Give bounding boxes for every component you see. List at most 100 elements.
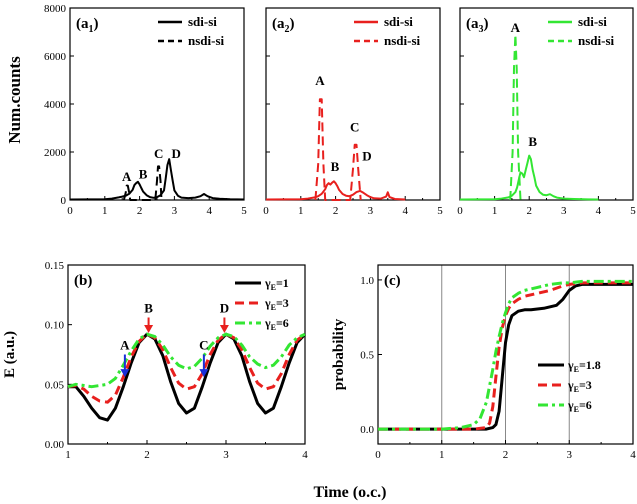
a2-legend-label-0: sdi-si	[384, 14, 413, 29]
b-arrow-label-1: B	[144, 301, 153, 316]
c-legend-label-sub-0: E	[574, 365, 579, 374]
c-legend-label-2: γE=6	[567, 398, 592, 414]
a2-xtick-label-0: 0	[263, 205, 269, 217]
b-xtick-label-2: 3	[223, 449, 229, 461]
b-legend-label-rest-2: =6	[276, 316, 289, 330]
a1-legend-label-0: sdi-si	[188, 14, 217, 29]
a2-xtick-label-1: 1	[298, 205, 304, 217]
b-frame	[67, 264, 306, 445]
b-xtick-label-0: 1	[65, 449, 71, 461]
panel-a3: 0 1 2 3 4 5 (a3) sdi-si nsdi-si A B	[457, 7, 636, 217]
a1-annotation-0: A	[122, 169, 132, 184]
a1-xtick-label-3: 3	[172, 205, 178, 217]
c-legend-label-rest-0: =1.8	[579, 358, 601, 372]
b-legend-label-rest-0: =1	[276, 276, 289, 290]
b-series-2	[67, 332, 306, 389]
a3-xtick-label-4: 4	[596, 205, 602, 217]
c-ytick-label-2: 1.0	[360, 275, 374, 287]
b-arrow-label-3: D	[220, 301, 229, 316]
a1-series-1	[122, 165, 163, 201]
a1-ytick-label-0: 0	[61, 195, 67, 207]
b-arrow-head-1	[144, 325, 154, 334]
b-legend-label-1: γE=3	[264, 296, 289, 312]
a1-ytick-label-1: 2000	[44, 147, 67, 159]
a3-xtick-label-3: 3	[561, 205, 567, 217]
a3-xtick-label-0: 0	[457, 205, 463, 217]
b-legend-label-rest-1: =3	[276, 296, 289, 310]
a2-series-1	[314, 98, 362, 201]
a3-xtick-label-5: 5	[630, 205, 636, 217]
a1-ytick-label-2: 4000	[44, 99, 67, 111]
c-legend-label-rest-2: =6	[579, 398, 592, 412]
a2-panel-label-close: )	[290, 16, 295, 32]
a3-panel-label: (a3)	[466, 16, 489, 35]
b-ytick-label-1: 0.05	[45, 379, 65, 391]
y-axis-label-num-counts: Num.counts	[5, 56, 24, 144]
b-legend-label-sub-2: E	[271, 323, 276, 332]
a1-annotation-2: C	[154, 146, 163, 161]
a1-legend-label-1: nsdi-si	[188, 33, 225, 48]
a1-panel-label-close: )	[94, 16, 99, 32]
c-xtick-label-3: 3	[567, 449, 573, 461]
b-legend-label-sub-0: E	[271, 283, 276, 292]
c-xtick-label-1: 1	[439, 449, 445, 461]
a3-xtick-label-1: 1	[492, 205, 498, 217]
a3-annotation-0: A	[511, 20, 521, 35]
panel-a2: 0 1 2 3 4 5 (a2) sdi-si nsdi-si A B CD	[263, 7, 443, 217]
a1-xtick-label-2: 2	[137, 205, 143, 217]
c-legend-label-1: γE=3	[567, 378, 592, 394]
a1-xtick-label-4: 4	[206, 205, 212, 217]
a2-panel-label-sub: 2	[285, 24, 290, 35]
a2-xtick-label-3: 3	[368, 205, 374, 217]
b-legend-label-sub-1: E	[271, 303, 276, 312]
a3-panel-label-sub: 3	[479, 24, 484, 35]
c-xtick-label-0: 0	[375, 449, 381, 461]
b-legend-label-2: γE=6	[264, 316, 289, 332]
a2-xtick-label-5: 5	[437, 205, 443, 217]
a2-panel-label: (a2)	[272, 16, 295, 35]
b-ylabel: E (a.u.)	[2, 331, 18, 378]
b-arrow-label-2: C	[199, 338, 208, 353]
a3-xtick-label-2: 2	[526, 205, 532, 217]
a2-annotation-1: B	[331, 159, 340, 174]
a2-xtick-label-2: 2	[333, 205, 339, 217]
a2-annotation-0: A	[315, 73, 325, 88]
c-series-2	[378, 279, 633, 431]
c-xtick-label-2: 2	[503, 449, 509, 461]
b-panel-label: (b)	[74, 273, 92, 289]
a2-series-0	[265, 180, 406, 201]
a3-series-1	[509, 33, 522, 201]
c-series-1	[378, 281, 633, 431]
b-arrow-head-0	[120, 369, 130, 378]
b-series-1	[67, 332, 306, 404]
c-ytick-label-0: 0.0	[360, 424, 374, 436]
a1-panel-label-sub: 1	[89, 24, 94, 35]
a1-xtick-label-5: 5	[241, 205, 247, 217]
a1-xtick-label-1: 1	[102, 205, 108, 217]
c-xtick-label-4: 4	[630, 449, 636, 461]
a2-annotation-2: C	[350, 120, 359, 135]
a3-legend-label-1: nsdi-si	[578, 33, 615, 48]
a1-ytick-label-3: 6000	[44, 51, 67, 63]
a2-xtick-label-4: 4	[402, 205, 408, 217]
a3-panel-label-close: )	[484, 16, 489, 32]
a1-panel-label: (a1)	[76, 16, 99, 35]
a3-legend-label-0: sdi-si	[578, 14, 607, 29]
c-panel-label: (c)	[384, 273, 401, 289]
a1-ytick-label-4: 8000	[44, 3, 67, 15]
b-xtick-label-1: 2	[144, 449, 150, 461]
b-legend-label-0: γE=1	[264, 276, 289, 292]
panel-b: 1 2 3 4 0.00 0.05 0.10 0.15 E (a.u.) (b) γE=1 γE=3 γ…	[2, 260, 308, 461]
c-legend-label-rest-1: =3	[579, 378, 592, 392]
b-arrow-head-2	[199, 369, 209, 378]
c-legend-label-0: γE=1.8	[567, 358, 601, 374]
a1-xtick-label-0: 0	[67, 205, 73, 217]
c-series-0	[378, 282, 633, 431]
c-ytick-label-1: 0.5	[360, 350, 374, 362]
c-legend-label-sub-2: E	[574, 405, 579, 414]
a2-legend-label-1: nsdi-si	[384, 33, 421, 48]
b-series-0	[68, 332, 307, 422]
b-ytick-label-3: 0.15	[45, 260, 65, 272]
c-legend-label-sub-1: E	[574, 385, 579, 394]
